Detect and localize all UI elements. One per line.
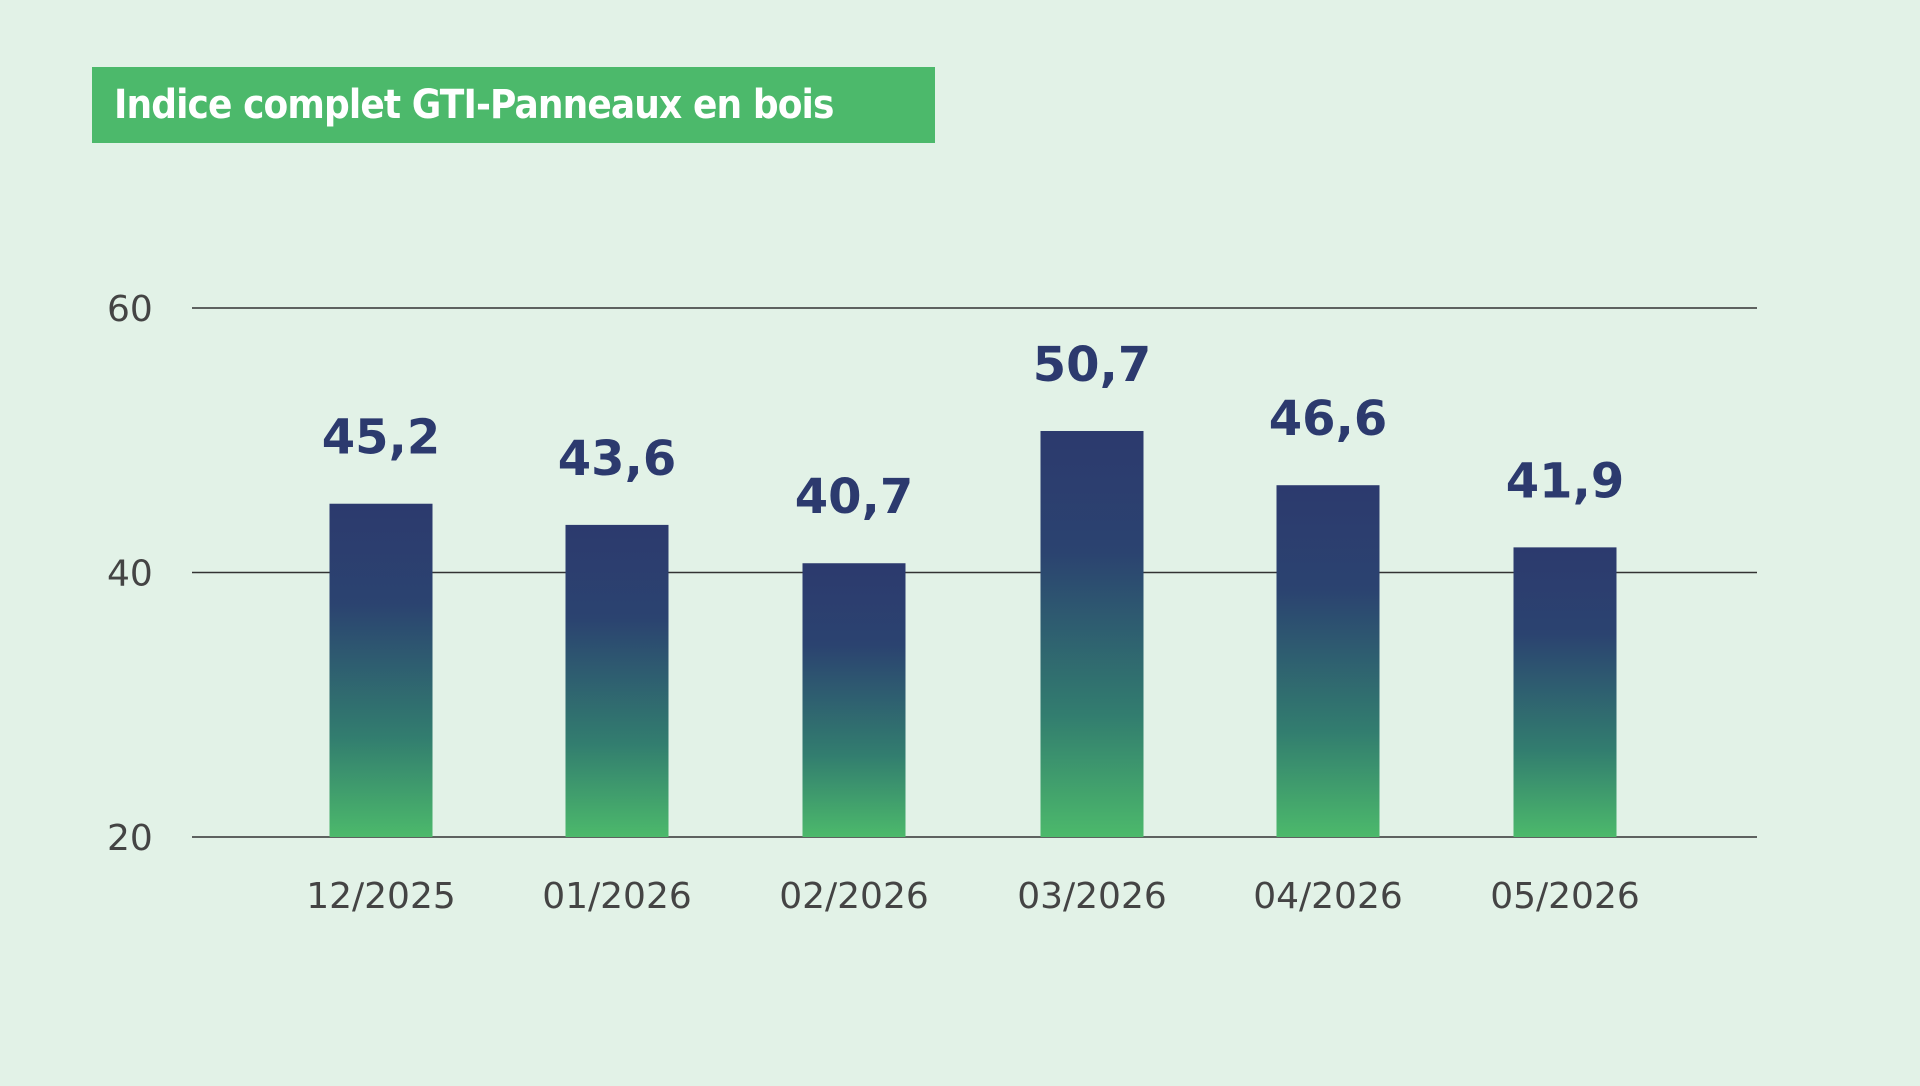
bar bbox=[565, 524, 669, 837]
chart-title-badge: Indice complet GTI-Panneaux en bois bbox=[92, 67, 936, 143]
x-tick-label: 03/2026 bbox=[1017, 876, 1167, 917]
value-labels: 45,2 43,6 40,7 50,7 46,6 41,9 bbox=[322, 337, 1624, 525]
x-tick-label: 02/2026 bbox=[779, 876, 929, 917]
value-label: 43,6 bbox=[558, 431, 676, 487]
bar bbox=[1276, 485, 1380, 837]
chart-title: Indice complet GTI-Panneaux en bois bbox=[114, 82, 834, 128]
value-label: 40,7 bbox=[795, 469, 913, 525]
value-label: 50,7 bbox=[1033, 337, 1151, 393]
bar bbox=[802, 563, 906, 837]
value-label: 45,2 bbox=[322, 410, 440, 466]
y-tick-label: 40 bbox=[107, 554, 153, 595]
value-label: 46,6 bbox=[1269, 391, 1387, 447]
x-tick-label: 04/2026 bbox=[1253, 876, 1403, 917]
y-axis-ticks: 20 40 60 bbox=[107, 289, 153, 859]
bar bbox=[1040, 430, 1144, 837]
x-tick-label: 01/2026 bbox=[542, 876, 692, 917]
bar bbox=[329, 503, 433, 837]
x-tick-label: 05/2026 bbox=[1490, 876, 1640, 917]
bars bbox=[329, 430, 1617, 837]
y-tick-label: 60 bbox=[107, 289, 153, 330]
bar bbox=[1513, 547, 1617, 837]
gridlines bbox=[192, 307, 1757, 838]
y-tick-label: 20 bbox=[107, 818, 153, 859]
x-tick-label: 12/2025 bbox=[306, 876, 456, 917]
value-label: 41,9 bbox=[1506, 453, 1624, 509]
x-axis-labels: 12/2025 01/2026 02/2026 03/2026 04/2026 05/20… bbox=[306, 876, 1640, 917]
